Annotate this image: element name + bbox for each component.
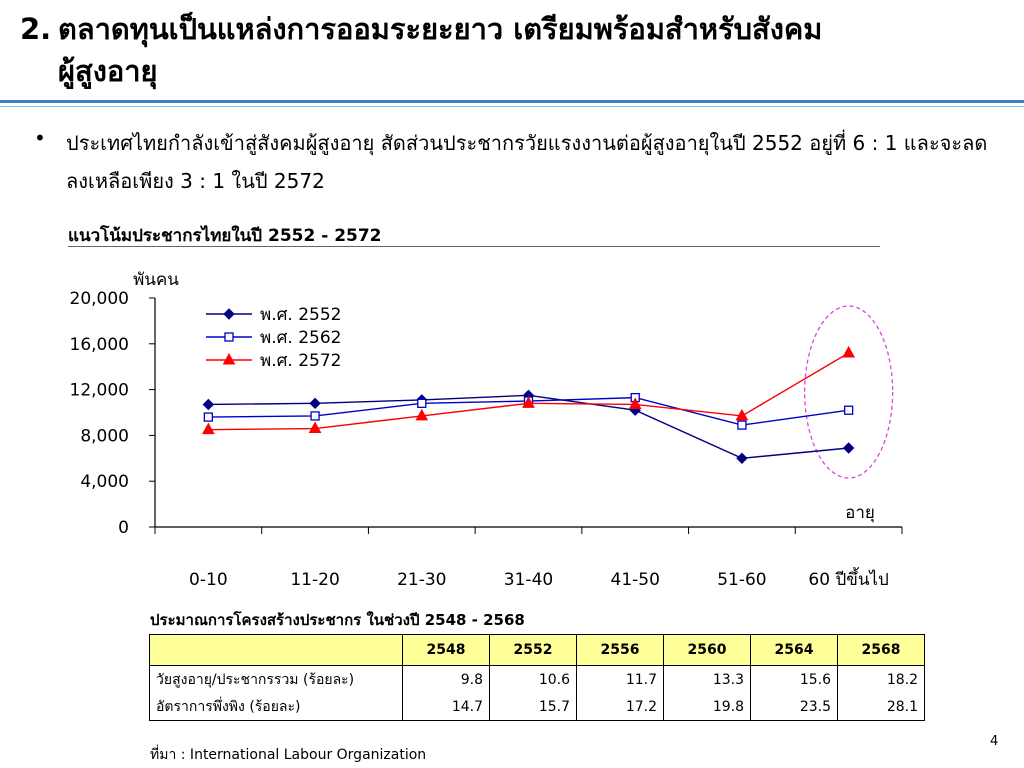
table-row: วัยสูงอายุ/ประชากรรวม (ร้อยละ) 9.8 10.6 11.… [149,665,925,693]
population-structure-table: 2548 2552 2556 2560 2564 2568 วัยสูงอายุ/ประชา… [149,634,925,721]
data-point [843,405,854,415]
table-cell: 17.2 [576,693,664,721]
legend-label: พ.ศ. 2572 [260,351,341,371]
data-point [628,397,642,409]
table-cell: 13.3 [663,665,751,693]
table-caption: ประมาณการโครงสร้างประชากร ในช่วงปี 2548 … [150,611,525,629]
title-divider [0,100,1024,103]
chart-series [202,345,855,465]
legend-marker [223,308,235,320]
table-cell: 23.5 [750,693,838,721]
y-tick-label: 20,000 [70,289,129,309]
y-tick-label: 0 [118,518,129,538]
x-tick-label: 41-50 [611,570,660,590]
page-number: 4 [990,734,999,749]
title-number: 2. [20,12,52,46]
chart-legend: พ.ศ. 2552 พ.ศ. 2562 พ.ศ. 2572 [206,305,341,371]
y-tick-label: 12,000 [70,381,129,401]
population-line-chart: พันคน อายุ 0 4,000 8,000 12,000 16,000 20,000… [70,270,903,590]
data-point [737,420,747,430]
y-tick-label: 8,000 [80,426,129,446]
legend-marker [224,332,234,342]
table-header-row: 2548 2552 2556 2560 2564 2568 [149,634,925,666]
table-header-year: 2564 [750,634,838,666]
source-note: ที่มา : International Labour Organizatio… [150,747,427,763]
x-tick-label: 21-30 [397,570,446,590]
title-line-2: ผู้สูงอายุ [58,54,158,88]
table-cell: 15.6 [750,665,838,693]
data-point [735,408,749,421]
table-cell: 15.7 [489,693,577,721]
legend-label: พ.ศ. 2552 [260,305,341,325]
table-row-label: อัตราการพึ่งพิง (ร้อยละ) [149,693,403,721]
x-tick-label: 31-40 [504,570,553,590]
table-row: อัตราการพึ่งพิง (ร้อยละ) 14.7 15.7 17.2 19.8… [149,693,925,721]
x-tick-label: 0-10 [189,570,228,590]
table-cell: 28.1 [837,693,925,721]
highlight-ellipse-shape [803,305,894,479]
x-tick-label: 51-60 [717,570,766,590]
data-point [203,412,214,422]
table-cell: 14.7 [402,693,490,721]
data-point [202,422,215,435]
data-point [417,398,427,408]
table-header-year: 2568 [837,634,925,666]
table-header-year: 2556 [576,634,664,666]
data-point [309,397,321,410]
data-point [736,452,748,465]
bullet-icon: • [34,126,46,150]
chart-heading: แนวโน้มประชากรไทยในปี 2552 - 2572 [68,226,382,246]
data-point [415,408,429,421]
x-tick-label: 60 ปีขึ้นไป [808,567,888,590]
chart-axes: 0 4,000 8,000 12,000 16,000 20,000 0-10 11-20 21… [70,289,903,590]
legend-label: พ.ศ. 2562 [260,328,341,348]
data-point [310,411,320,421]
table-header-year: 2552 [489,634,577,666]
legend-marker [222,352,236,365]
table-header-year: 2560 [663,634,751,666]
table-cell: 9.8 [402,665,490,693]
slide-title: 2. ตลาดทุนเป็นแหล่งการออมระยะยาว เตรียมพร… [20,8,1000,92]
chart-heading-underline [68,246,880,247]
y-tick-label: 16,000 [70,335,129,355]
data-point [842,345,855,358]
table-cell: 18.2 [837,665,925,693]
bullet-text: ประเทศไทยกำลังเข้าสู่สังคมผู้สูงอายุ สัด… [66,131,988,193]
y-tick-label: 4,000 [80,472,129,492]
series-3 [202,345,855,435]
x-tick-label: 11-20 [290,570,339,590]
data-point [308,421,322,434]
table-cell: 10.6 [489,665,577,693]
table-cell: 19.8 [663,693,751,721]
highlight-ellipse [803,305,894,479]
y-axis-label: พันคน [133,270,179,290]
data-point [842,442,855,454]
table-cell: 11.7 [576,665,664,693]
data-point [522,396,535,408]
table-header-blank [149,634,403,666]
x-axis-label: อายุ [845,503,875,523]
data-point [202,398,215,411]
title-divider-thin [0,106,1024,107]
table-header-year: 2548 [402,634,490,666]
table-row-label: วัยสูงอายุ/ประชากรรวม (ร้อยละ) [149,665,403,693]
title-line-1: ตลาดทุนเป็นแหล่งการออมระยะยาว เตรียมพร้อ… [58,12,823,46]
